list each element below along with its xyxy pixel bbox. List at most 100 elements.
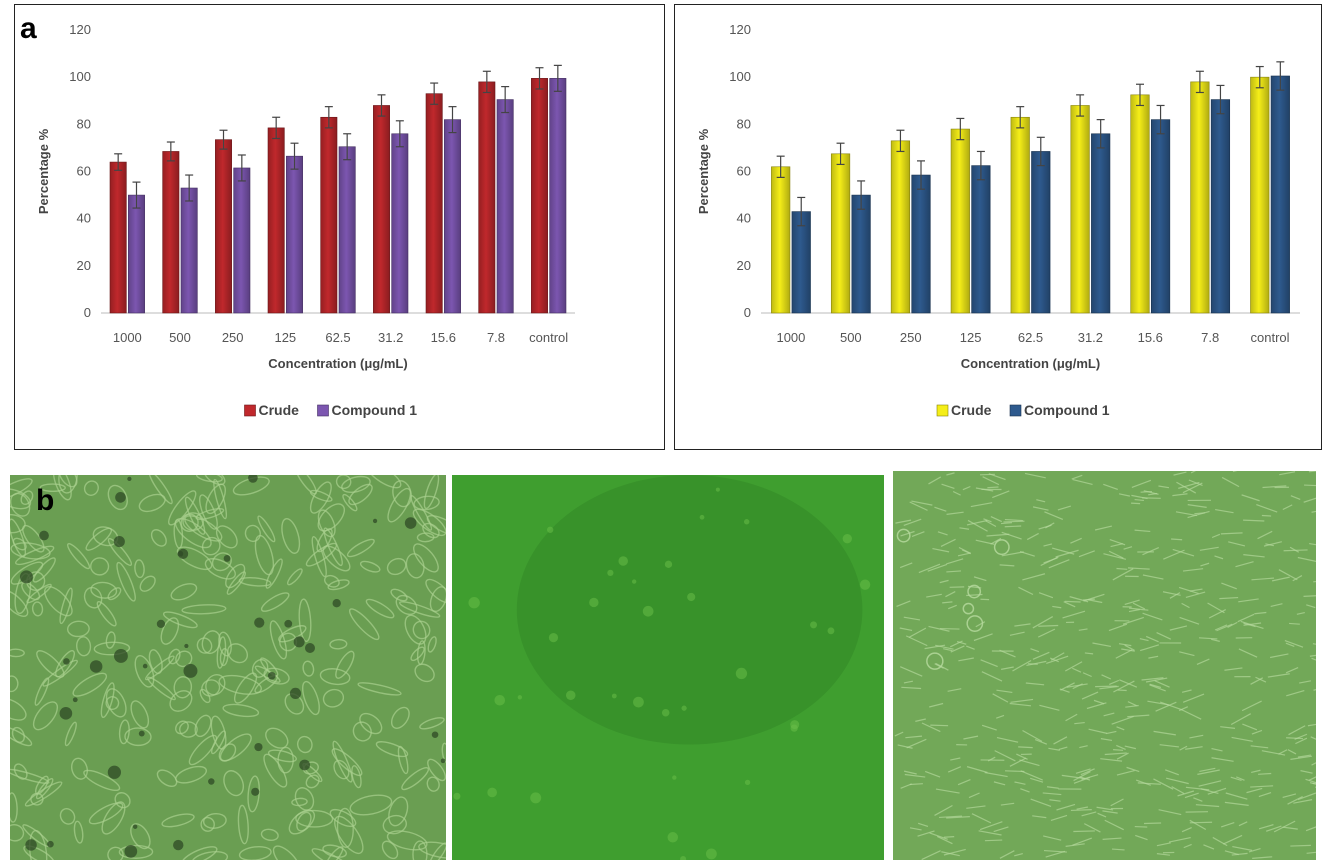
fibroblast-streak <box>1224 667 1243 671</box>
fibroblast-streak <box>1010 698 1034 703</box>
y-tick-label: 60 <box>77 164 91 179</box>
cell-shape <box>218 743 237 762</box>
fibroblast-streak <box>1155 701 1177 712</box>
round-cell <box>993 539 1010 556</box>
cell-shape <box>335 475 352 490</box>
cell-shape <box>265 558 283 589</box>
fibroblast-streak <box>1113 680 1135 693</box>
fibroblast-streak <box>1143 822 1162 825</box>
faint-particle <box>715 487 720 492</box>
fibroblast-streak <box>973 633 993 642</box>
fibroblast-streak <box>1127 567 1150 570</box>
cell-shape <box>96 601 117 627</box>
cell-shape <box>10 768 50 784</box>
fibroblast-streak <box>1118 493 1131 497</box>
fibroblast-streak <box>1220 821 1235 828</box>
fibroblast-streak <box>1220 532 1243 535</box>
bar-compound-1 <box>338 146 356 314</box>
fibroblast-streak <box>1100 738 1113 742</box>
fibroblast-streak <box>1309 542 1316 546</box>
fibroblast-streak <box>946 511 964 515</box>
fibroblast-streak <box>1103 483 1118 491</box>
fibroblast-streak <box>992 693 1009 703</box>
fibroblast-streak <box>1022 729 1043 742</box>
faint-particle <box>667 832 679 843</box>
cell-shape <box>146 676 176 701</box>
fibroblast-streak <box>950 640 963 648</box>
fibroblast-streak <box>1145 677 1168 683</box>
bar-compound-1 <box>233 167 251 314</box>
fibroblast-streak <box>908 627 927 638</box>
fibroblast-streak <box>1284 640 1304 648</box>
fibroblast-streak <box>1311 657 1316 661</box>
dark-cell-spot <box>39 530 49 541</box>
x-tick-label: 500 <box>169 330 191 345</box>
fibroblast-streak <box>1153 730 1176 736</box>
fibroblast-streak <box>901 686 922 690</box>
fibroblast-streak <box>1238 598 1259 603</box>
fibroblast-streak <box>934 663 944 669</box>
fibroblast-streak <box>992 490 1010 499</box>
cell-shape <box>392 480 412 508</box>
fibroblast-streak <box>1297 556 1316 562</box>
cell-shape <box>263 753 288 788</box>
faint-particle <box>607 569 614 576</box>
fibroblast-streak <box>1183 843 1192 849</box>
y-tick-label: 20 <box>77 258 91 273</box>
fibroblast-streak <box>899 562 913 569</box>
fibroblast-streak <box>943 648 953 652</box>
cell-shape <box>15 545 55 566</box>
fibroblast-streak <box>1116 752 1129 760</box>
y-tick-label: 20 <box>737 258 751 273</box>
fibroblast-streak <box>946 816 970 819</box>
fibroblast-streak <box>1164 769 1179 776</box>
fibroblast-streak <box>973 576 987 582</box>
fibroblast-streak <box>1212 836 1228 847</box>
fibroblast-streak <box>1111 715 1134 725</box>
fibroblast-streak <box>946 472 955 476</box>
bar-crude <box>109 161 127 314</box>
faint-particle <box>735 667 748 680</box>
fibroblast-streak <box>1156 632 1172 640</box>
dark-cell-spot <box>404 517 417 529</box>
fibroblast-streak <box>966 519 988 526</box>
fibroblast-streak <box>935 788 960 794</box>
cell-shape <box>21 581 41 601</box>
fibroblast-streak <box>1220 726 1236 729</box>
fibroblast-streak <box>1078 550 1095 558</box>
faint-particle <box>589 597 599 608</box>
fibroblast-streak <box>1230 713 1252 726</box>
fibroblast-streak <box>1053 736 1068 745</box>
fibroblast-streak <box>1289 546 1300 553</box>
fibroblast-streak <box>1171 786 1185 795</box>
cell-shape <box>269 620 288 660</box>
fibroblast-streak <box>1032 506 1049 511</box>
fibroblast-streak <box>1243 519 1265 522</box>
x-tick-label: 1000 <box>113 330 142 345</box>
cell-shape <box>329 638 348 650</box>
fibroblast-streak <box>1103 712 1115 717</box>
fibroblast-streak <box>1162 591 1181 596</box>
faint-particle <box>859 579 871 590</box>
faint-particle <box>517 695 523 700</box>
bar-crude <box>425 93 443 314</box>
cell-shape <box>52 475 72 501</box>
fibroblast-streak <box>1078 628 1088 631</box>
fibroblast-streak <box>1001 531 1022 540</box>
fibroblast-streak <box>1182 568 1204 572</box>
fibroblast-streak <box>1014 781 1026 785</box>
fibroblast-streak <box>899 666 923 677</box>
fibroblast-streak <box>1102 810 1118 814</box>
fibroblast-streak <box>1022 573 1046 581</box>
cell-shape <box>404 614 427 645</box>
cell-shape <box>156 769 178 788</box>
cell-shape <box>101 801 126 835</box>
fibroblast-streak <box>966 645 975 650</box>
fibroblast-streak <box>1044 511 1064 521</box>
fibroblast-streak <box>968 792 980 799</box>
cell-shape <box>395 594 418 616</box>
cell-shape <box>223 770 245 797</box>
cell-shape <box>426 776 440 792</box>
fibroblast-streak <box>1169 625 1188 631</box>
cell-shape <box>387 487 412 523</box>
